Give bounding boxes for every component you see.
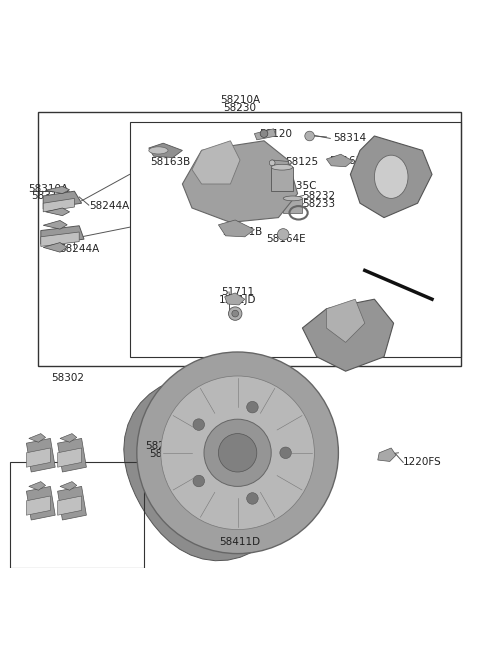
- Bar: [283, 198, 302, 213]
- Circle shape: [260, 130, 268, 138]
- Circle shape: [305, 131, 314, 141]
- Polygon shape: [326, 154, 353, 167]
- Ellipse shape: [283, 196, 302, 201]
- Polygon shape: [26, 496, 50, 515]
- Text: 58244A: 58244A: [59, 244, 99, 254]
- Circle shape: [269, 160, 275, 166]
- Text: 58244: 58244: [149, 449, 182, 459]
- Polygon shape: [46, 186, 70, 194]
- Circle shape: [247, 401, 258, 413]
- Text: 58411D: 58411D: [219, 537, 261, 546]
- Circle shape: [277, 229, 289, 240]
- Text: 58235C: 58235C: [276, 182, 316, 192]
- Text: 58232: 58232: [302, 191, 336, 201]
- Polygon shape: [365, 159, 389, 174]
- Text: 1220FS: 1220FS: [403, 457, 442, 467]
- Polygon shape: [58, 496, 82, 515]
- Bar: [130, 121, 461, 357]
- Polygon shape: [58, 438, 86, 472]
- Circle shape: [180, 424, 257, 501]
- Text: 58161B: 58161B: [329, 156, 369, 166]
- Polygon shape: [302, 299, 394, 371]
- Polygon shape: [43, 220, 67, 229]
- Polygon shape: [149, 143, 182, 157]
- Circle shape: [228, 307, 242, 320]
- Polygon shape: [350, 136, 432, 218]
- Polygon shape: [60, 482, 77, 490]
- Polygon shape: [58, 448, 82, 467]
- Polygon shape: [225, 293, 245, 305]
- Ellipse shape: [149, 147, 168, 154]
- Polygon shape: [192, 141, 240, 184]
- Polygon shape: [29, 482, 46, 490]
- Text: 58244A: 58244A: [89, 201, 129, 211]
- Polygon shape: [26, 486, 55, 520]
- Polygon shape: [41, 226, 84, 244]
- Polygon shape: [378, 448, 396, 461]
- Circle shape: [247, 493, 258, 504]
- Text: 58243A: 58243A: [145, 441, 186, 451]
- Circle shape: [218, 434, 257, 472]
- Text: 58120: 58120: [260, 129, 292, 138]
- Text: 1351JD: 1351JD: [219, 295, 256, 305]
- Polygon shape: [124, 374, 304, 561]
- Polygon shape: [26, 438, 55, 472]
- Text: 51711: 51711: [221, 287, 254, 297]
- Polygon shape: [41, 232, 79, 247]
- Text: 58233: 58233: [302, 199, 336, 209]
- Text: 58164E: 58164E: [266, 234, 305, 244]
- Polygon shape: [182, 141, 298, 222]
- Circle shape: [193, 475, 204, 487]
- Polygon shape: [46, 208, 70, 216]
- Polygon shape: [254, 129, 276, 140]
- Text: 58164E: 58164E: [362, 162, 402, 173]
- Text: 58314: 58314: [334, 133, 367, 144]
- Polygon shape: [60, 434, 77, 442]
- Circle shape: [161, 376, 314, 529]
- Bar: [38, 112, 461, 367]
- Ellipse shape: [374, 155, 408, 198]
- Circle shape: [137, 352, 338, 554]
- Bar: [271, 160, 288, 166]
- Polygon shape: [43, 243, 67, 252]
- Text: 58163B: 58163B: [150, 157, 191, 167]
- Polygon shape: [29, 434, 46, 442]
- Polygon shape: [26, 448, 50, 467]
- Polygon shape: [43, 198, 74, 212]
- Circle shape: [204, 419, 271, 486]
- Text: 58210A: 58210A: [220, 95, 260, 105]
- Text: 58302: 58302: [51, 373, 84, 383]
- Text: 58125: 58125: [286, 157, 319, 167]
- Text: 58311: 58311: [31, 191, 65, 201]
- Text: 58310A: 58310A: [28, 184, 68, 194]
- Bar: [271, 167, 293, 191]
- Text: 58230: 58230: [224, 103, 256, 113]
- Circle shape: [193, 419, 204, 430]
- Bar: [10, 462, 144, 568]
- Polygon shape: [326, 299, 365, 342]
- Circle shape: [232, 310, 239, 317]
- Circle shape: [280, 447, 291, 459]
- Polygon shape: [43, 191, 82, 209]
- Polygon shape: [218, 220, 254, 237]
- Ellipse shape: [271, 164, 293, 170]
- Text: 58161B: 58161B: [222, 227, 263, 237]
- Polygon shape: [58, 486, 86, 520]
